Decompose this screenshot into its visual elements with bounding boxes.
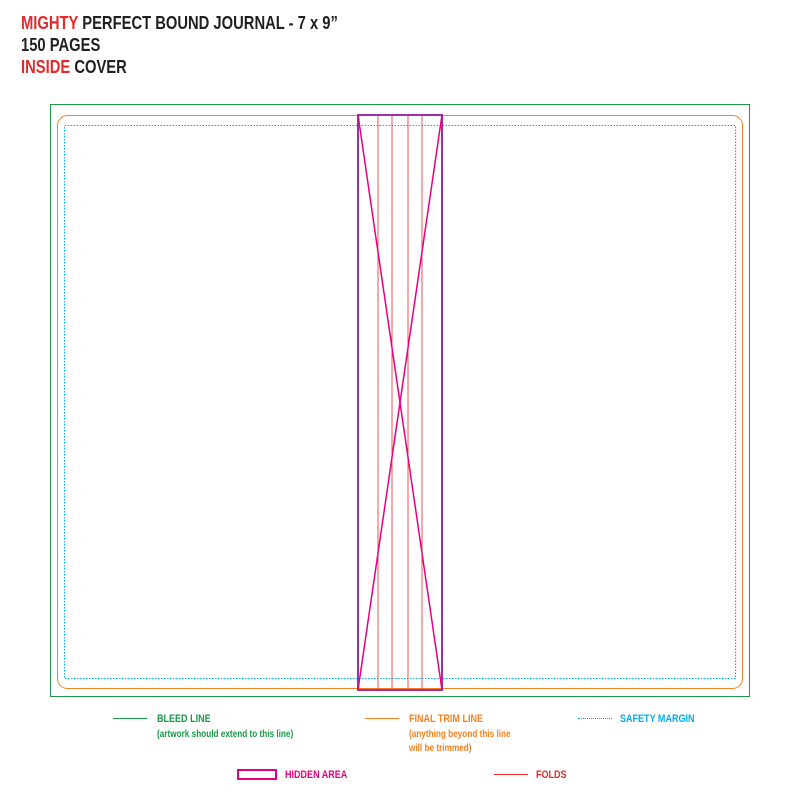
legend-safety: SAFETY MARGIN [620,712,695,726]
legend-trim-label: FINAL TRIM LINE [409,713,483,725]
template-title: MIGHTY PERFECT BOUND JOURNAL - 7 x 9” 15… [21,12,407,78]
legend-bleed-note: (artwork should extend to this line) [157,729,294,740]
title-line-cover: INSIDE COVER [21,56,338,78]
fold-lines [377,115,423,690]
title-highlight-mighty: MIGHTY [21,13,79,33]
spine-outline [357,114,443,691]
legend-bleed: BLEED LINE (artwork should extend to thi… [157,712,293,742]
bleed-line-swatch [113,718,147,719]
legend-hidden: HIDDEN AREA [285,768,347,782]
bleed-line [50,104,750,697]
title-product-name: PERFECT BOUND JOURNAL - 7 x 9” [78,13,338,33]
title-line-product: MIGHTY PERFECT BOUND JOURNAL - 7 x 9” [21,12,338,34]
legend-folds: FOLDS [536,768,567,782]
title-line-pages: 150 PAGES [21,35,101,55]
legend-safety-label: SAFETY MARGIN [620,713,695,725]
hidden-area-swatch [237,769,277,780]
legend-bleed-label: BLEED LINE [157,713,211,725]
legend-hidden-label: HIDDEN AREA [285,769,348,781]
legend-trim: FINAL TRIM LINE (anything beyond this li… [409,712,511,756]
hidden-area-cross [357,114,443,691]
title-highlight-inside: INSIDE [21,57,71,77]
folds-swatch [494,774,528,775]
legend-trim-note-2: will be trimmed) [409,743,472,754]
title-cover-label: COVER [70,57,127,77]
legend-trim-note-1: (anything beyond this line [409,729,511,740]
legend-folds-label: FOLDS [536,769,567,781]
safety-margin-swatch [578,718,612,719]
trim-line-swatch [365,718,399,719]
